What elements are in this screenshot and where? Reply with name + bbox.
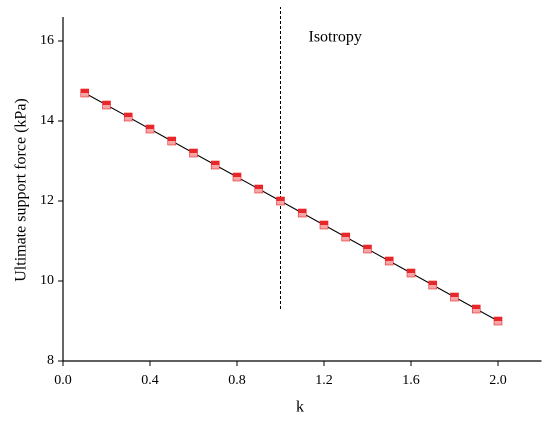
marker <box>276 196 285 206</box>
marker <box>232 172 242 182</box>
y-tick-label: 12 <box>40 193 54 208</box>
x-tick-label: 0.4 <box>141 373 159 388</box>
y-tick-label: 16 <box>40 33 54 48</box>
marker <box>189 148 198 158</box>
marker <box>254 184 264 194</box>
x-axis-label: k <box>296 399 304 416</box>
y-tick-label: 10 <box>40 273 54 288</box>
marker <box>384 256 394 266</box>
x-tick-label: 2.0 <box>489 373 507 388</box>
marker <box>80 88 90 98</box>
marker <box>297 208 307 218</box>
marker <box>363 244 372 254</box>
x-tick-label: 0.0 <box>54 373 72 388</box>
x-tick-label: 1.2 <box>315 373 333 388</box>
marker <box>428 280 438 290</box>
marker <box>406 268 416 278</box>
x-tick-label: 1.6 <box>402 373 420 388</box>
marker <box>493 316 503 326</box>
y-tick-label: 8 <box>47 353 54 368</box>
isotropy-label: Isotropy <box>309 29 362 46</box>
marker <box>167 136 177 146</box>
marker <box>102 100 111 110</box>
y-tick-label: 14 <box>40 113 54 128</box>
marker <box>471 304 481 314</box>
marker <box>341 232 351 242</box>
marker <box>123 112 133 122</box>
marker <box>210 160 220 170</box>
marker <box>145 124 155 134</box>
x-tick-label: 0.8 <box>228 373 246 388</box>
y-axis-label: Ultimate support force (kPa) <box>13 98 30 282</box>
marker <box>319 220 329 230</box>
marker <box>450 292 459 302</box>
